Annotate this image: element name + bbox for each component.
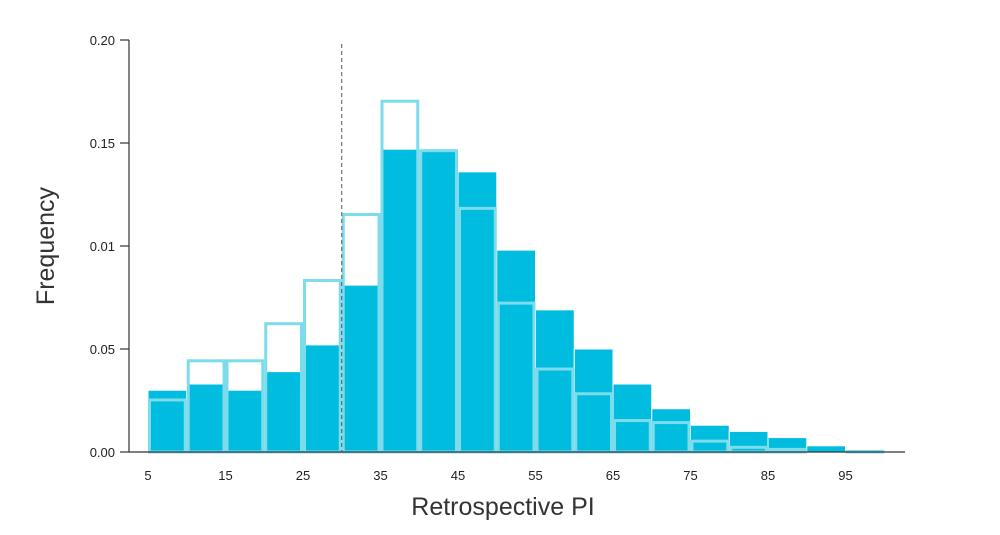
x-tick-label: 95: [838, 468, 852, 483]
x-tick-label: 85: [761, 468, 775, 483]
y-ticks: 0.00 0.05 0.01 0.15 0.20: [90, 33, 129, 460]
x-ticks: 5 15 25 35 45 55 65 75 85 95: [144, 468, 852, 483]
filled-bar-20: [263, 371, 304, 453]
y-tick-label: 0.20: [90, 33, 115, 48]
x-tick-label: 35: [373, 468, 387, 483]
filled-bar-60: [573, 348, 614, 453]
y-tick-label: 0.15: [90, 136, 115, 151]
filled-bar-25: [302, 344, 343, 453]
filled-bar-30: [341, 284, 381, 453]
filled-bar-75: [690, 424, 730, 453]
filled-bar-50: [496, 249, 536, 453]
filled-bar-15: [225, 389, 265, 453]
filled-bar-70: [651, 408, 691, 453]
filled-bar-80: [728, 430, 769, 453]
filled-bar-40: [418, 150, 459, 453]
filled-bars: [147, 148, 885, 453]
filled-bar-65: [612, 383, 653, 453]
filled-bar-55: [535, 309, 575, 453]
x-tick-label: 65: [606, 468, 620, 483]
x-tick-label: 15: [218, 468, 232, 483]
filled-bar-90: [806, 445, 846, 453]
x-tick-label: 45: [451, 468, 465, 483]
x-tick-label: 5: [144, 468, 151, 483]
x-axis-title: Retrospective PI: [411, 493, 594, 521]
x-tick-label: 25: [296, 468, 310, 483]
x-tick-label: 55: [528, 468, 542, 483]
filled-bar-10: [186, 383, 226, 453]
y-tick-label: 0.00: [90, 445, 115, 460]
y-tick-label: 0.01: [90, 239, 115, 254]
filled-bar-35: [380, 148, 420, 453]
filled-bar-45: [457, 171, 498, 453]
x-tick-label: 75: [683, 468, 697, 483]
y-axis-title: Frequency: [32, 186, 60, 305]
y-tick-label: 0.05: [90, 342, 115, 357]
